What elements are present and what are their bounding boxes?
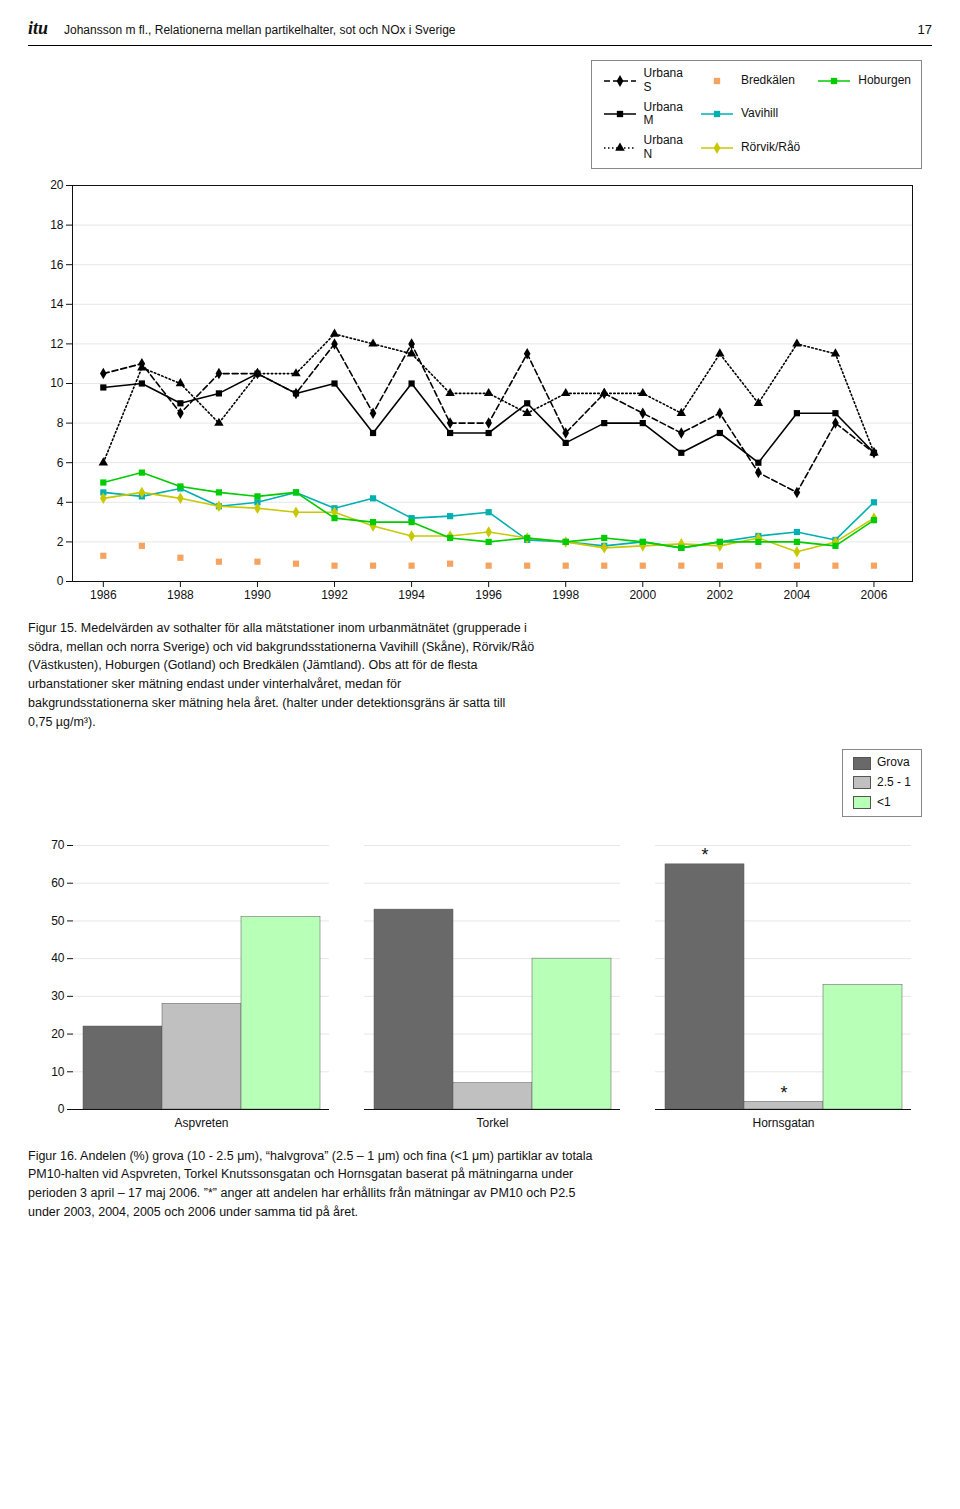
html-text:södra, mellan och norra Sverig: södra, mellan och norra Sverige) och vid… [28, 639, 535, 654]
html-text:Bredkälen: Bredkälen [740, 72, 795, 87]
html-text:bakgrundsstationerna sker mätn: bakgrundsstationerna sker mätning hela å… [28, 695, 506, 710]
svg-text:30: 30 [51, 989, 65, 1003]
svg-text:14: 14 [50, 297, 64, 311]
html-text:Figur 16. Andelen (%) grova (1: Figur 16. Andelen (%) grova (10 - 2.5 μm… [28, 1148, 593, 1163]
svg-text:70: 70 [51, 838, 65, 852]
html-text:under 2003, 2004, 2005 och 200: under 2003, 2004, 2005 och 2006 under sa… [28, 1204, 359, 1219]
html-text:perioden 3 april – 17 maj 2006: perioden 3 april – 17 maj 2006. ”*” ange… [28, 1186, 576, 1201]
svg-text:2000: 2000 [629, 588, 656, 602]
html-text:Urbana S: Urbana S [643, 66, 683, 94]
svg-text:10: 10 [50, 376, 64, 390]
svg-text:2002: 2002 [706, 588, 733, 602]
svg-text:0: 0 [58, 1102, 65, 1116]
svg-text:2006: 2006 [861, 588, 888, 602]
html-text:PM10-halten vid Aspvreten, Tor: PM10-halten vid Aspvreten, Torkel Knutss… [28, 1167, 574, 1182]
svg-text:60: 60 [51, 876, 65, 890]
svg-text:50: 50 [51, 913, 65, 927]
svg-text:4: 4 [57, 495, 64, 509]
html-text:Rörvik/Råö: Rörvik/Råö [740, 140, 801, 155]
svg-text:Torkel: Torkel [476, 1116, 508, 1130]
svg-text:2: 2 [57, 535, 64, 549]
html-text:2.5 - 1: 2.5 - 1 [877, 775, 911, 790]
html-text:Urbana M: Urbana M [643, 99, 683, 128]
svg-text:*: * [780, 1082, 787, 1102]
svg-text:Hornsgatan: Hornsgatan [752, 1116, 814, 1130]
svg-text:10: 10 [51, 1064, 65, 1078]
html-text:17: 17 [917, 22, 932, 37]
html-text:Urbana N: Urbana N [643, 133, 683, 161]
svg-text:20: 20 [50, 178, 64, 192]
svg-text:0: 0 [57, 574, 64, 588]
html-text:<1: <1 [877, 794, 891, 809]
svg-text:6: 6 [57, 455, 64, 469]
svg-text:1990: 1990 [244, 588, 271, 602]
html-text:Hoburgen: Hoburgen [858, 72, 911, 87]
svg-text:18: 18 [50, 218, 64, 232]
html-text:itu: itu [28, 18, 48, 38]
html-text:0,75 µg/m³).: 0,75 µg/m³). [28, 714, 96, 729]
svg-text:Aspvreten: Aspvreten [174, 1116, 228, 1130]
svg-text:1986: 1986 [90, 588, 117, 602]
html-text:Figur 15. Medelvärden av sotha: Figur 15. Medelvärden av sothalter för a… [28, 620, 527, 635]
html-text:Johansson m fl., Relationerna: Johansson m fl., Relationerna mellan par… [64, 23, 456, 37]
svg-text:*: * [701, 845, 708, 865]
svg-text:2004: 2004 [784, 588, 811, 602]
html-text:urbanstationer sker mätning en: urbanstationer sker mätning endast under… [28, 677, 402, 691]
svg-text:12: 12 [50, 337, 64, 351]
html-text:Vavihill: Vavihill [740, 106, 778, 121]
svg-text:8: 8 [57, 416, 64, 430]
svg-text:20: 20 [51, 1027, 65, 1041]
svg-text:16: 16 [50, 257, 64, 271]
svg-text:1994: 1994 [398, 588, 425, 602]
svg-text:1992: 1992 [321, 588, 348, 602]
svg-text:40: 40 [51, 951, 65, 965]
svg-text:1988: 1988 [167, 588, 194, 602]
svg-text:1996: 1996 [475, 588, 502, 602]
svg-text:1998: 1998 [552, 588, 579, 602]
html-text:(Västkusten), Hoburgen (Gotlan: (Västkusten), Hoburgen (Gotland) och Bre… [28, 658, 478, 673]
html-text:Grova: Grova [877, 755, 910, 770]
